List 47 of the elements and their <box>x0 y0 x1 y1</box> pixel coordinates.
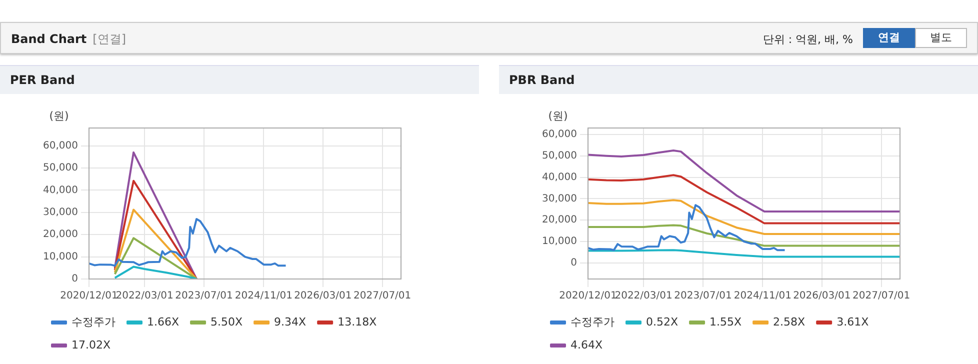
y-tick-label: 40,000 <box>542 172 577 183</box>
y-tick-label: 30,000 <box>542 193 577 204</box>
legend-label: 17.02X <box>72 338 111 352</box>
legend-label: 4.64X <box>570 338 603 352</box>
y-axis-title: (원) <box>548 109 568 122</box>
y-tick-label: 50,000 <box>542 150 577 162</box>
x-tick-label: 2022/03/01 <box>614 290 672 302</box>
x-tick-label: 2024/11/01 <box>234 290 292 302</box>
x-tick-label: 2027/07/01 <box>852 290 910 302</box>
legend-label: 0.52X <box>646 315 678 328</box>
y-tick-label: 20,000 <box>542 214 577 226</box>
x-tick-label: 2020/12/01 <box>559 290 617 302</box>
y-tick-label: 50,000 <box>42 162 78 174</box>
y-axis-title: (원) <box>49 109 69 122</box>
legend-label: 2.58X <box>773 315 806 328</box>
legend-label: 3.61X <box>836 315 870 328</box>
legend-label: 9.34X <box>274 315 307 328</box>
toggle-button: 연결 <box>863 28 915 48</box>
legend-label: 1.66X <box>147 315 180 328</box>
text: Band Chart <box>11 32 87 46</box>
y-tick-label: 30,000 <box>42 206 78 218</box>
y-tick-label: 60,000 <box>42 140 78 152</box>
y-tick-label: 60,000 <box>542 129 577 140</box>
text: 단위 : 억원, 배, % <box>762 32 853 47</box>
x-tick-label: 2024/11/01 <box>734 290 792 302</box>
x-tick-label: 2020/12/01 <box>60 290 118 302</box>
x-tick-label: 2023/07/01 <box>674 290 732 302</box>
legend-label: 13.18X <box>338 315 378 328</box>
x-tick-label: 2022/03/01 <box>116 290 174 302</box>
legend-label: 수정주가 <box>570 315 614 328</box>
toggle-button: 별도 <box>915 28 967 48</box>
y-tick-label: 10,000 <box>542 236 577 248</box>
text: [연결] <box>92 32 126 46</box>
y-tick-label: 10,000 <box>42 251 78 262</box>
chart-title: PER Band <box>0 65 479 94</box>
y-tick-label: 40,000 <box>42 184 78 196</box>
x-tick-label: 2027/07/01 <box>354 290 412 302</box>
y-tick-label: 20,000 <box>42 229 78 240</box>
y-tick-label: 0 <box>570 258 577 269</box>
x-tick-label: 2026/03/01 <box>294 290 352 302</box>
legend-label: 수정주가 <box>72 315 116 328</box>
chart-title: PBR Band <box>499 65 978 94</box>
x-tick-label: 2026/03/01 <box>793 290 851 302</box>
x-tick-label: 2023/07/01 <box>175 290 233 302</box>
y-tick-label: 0 <box>72 274 78 285</box>
legend-label: 1.55X <box>710 315 742 328</box>
legend-label: 5.50X <box>210 315 244 328</box>
